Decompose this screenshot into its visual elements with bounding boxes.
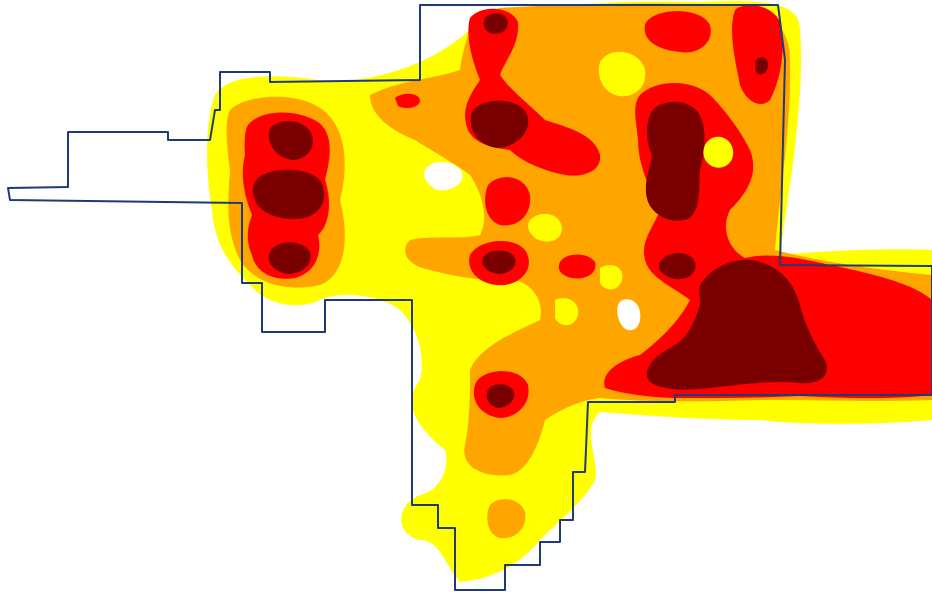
density-region	[395, 93, 420, 108]
density-region	[646, 259, 828, 390]
density-region	[755, 57, 768, 75]
density-region	[527, 213, 562, 242]
density-region	[555, 298, 579, 326]
density-region	[703, 136, 734, 168]
density-region	[485, 177, 531, 226]
boundary-line	[7, 4, 932, 591]
density-region	[483, 13, 508, 34]
density-region	[268, 121, 313, 160]
density-region	[424, 161, 463, 191]
density-region	[558, 254, 596, 279]
density-region	[470, 100, 529, 148]
density-region	[600, 265, 623, 290]
density-level-0-holes	[424, 161, 641, 331]
density-region	[482, 250, 516, 274]
density-level-4	[252, 13, 828, 408]
boundary-outline	[7, 4, 932, 591]
density-level-1-islands	[527, 51, 734, 326]
density-region	[645, 101, 705, 221]
density-region	[487, 499, 526, 539]
density-region	[644, 11, 711, 53]
density-region	[252, 169, 325, 220]
density-region	[617, 299, 641, 331]
density-region	[268, 242, 311, 274]
density-region	[732, 5, 783, 105]
density-region	[486, 384, 515, 408]
density-region	[598, 51, 646, 97]
density-region	[658, 253, 696, 280]
